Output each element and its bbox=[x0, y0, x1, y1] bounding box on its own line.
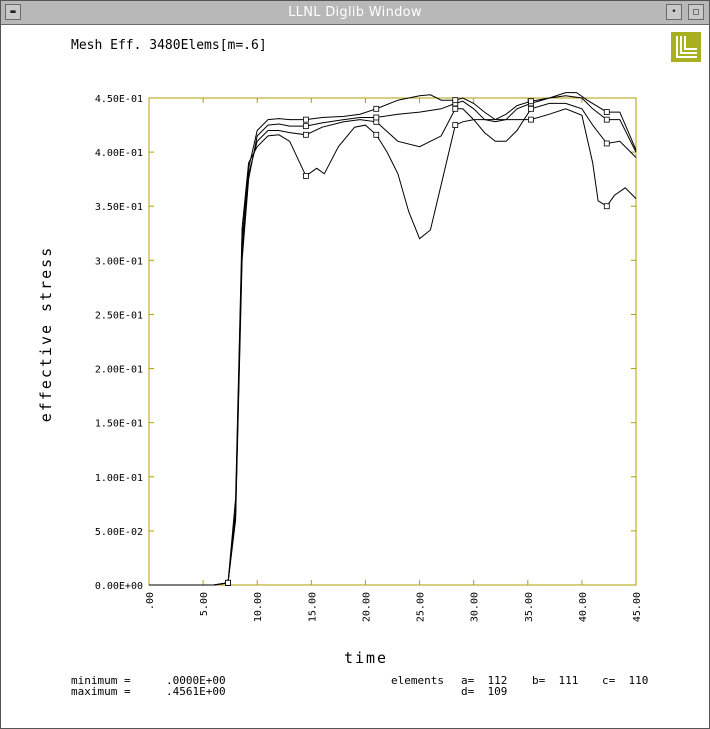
elements-label: elements bbox=[391, 674, 444, 687]
y-axis-label: effective stress bbox=[37, 246, 55, 423]
series-marker-b bbox=[303, 131, 309, 138]
minimum-value: .0000E+00 bbox=[166, 674, 226, 687]
elements-block: elements a= 112 b= 111 c= 110 d= 109 bbox=[391, 674, 648, 698]
y-tick-label: 3.50E-01 bbox=[95, 202, 143, 213]
element-d: d= 109 bbox=[461, 685, 507, 698]
series-marker-a bbox=[528, 116, 534, 123]
series-marker-a bbox=[452, 122, 459, 128]
series-marker-b bbox=[452, 105, 459, 112]
chart-title: Mesh Eff. 3480Elems[m=.6] bbox=[71, 38, 267, 53]
series-line-a bbox=[149, 108, 637, 586]
series-marker-c bbox=[303, 123, 309, 130]
series-line-b bbox=[149, 102, 637, 586]
title-bar[interactable]: ▬ LLNL Diglib Window • □ bbox=[1, 1, 709, 25]
x-tick-label: 20.00 bbox=[361, 592, 372, 622]
x-tick-label: .00 bbox=[145, 592, 156, 610]
series-marker-d bbox=[452, 97, 459, 104]
x-tick-labels: .00 5.00 10.00 15.00 20.00 25.00 30.00 35.00 40.… bbox=[145, 592, 643, 622]
y-tick-label: 4.00E-01 bbox=[95, 148, 143, 159]
series-marker-a bbox=[303, 173, 309, 179]
window-title: LLNL Diglib Window bbox=[288, 5, 422, 20]
series-marker-c bbox=[603, 116, 610, 123]
x-tick-label: 35.00 bbox=[524, 592, 535, 622]
element-c: c= 110 bbox=[602, 674, 648, 687]
series-marker-a bbox=[373, 131, 380, 138]
llnl-logo bbox=[671, 32, 701, 62]
y-tick-label: 4.50E-01 bbox=[95, 94, 143, 105]
series-lines bbox=[149, 92, 637, 586]
series-line-c bbox=[149, 95, 637, 586]
series-line-d bbox=[149, 92, 637, 586]
y-tick-label: 2.50E-01 bbox=[95, 310, 143, 321]
logo-mark-icon bbox=[676, 36, 697, 58]
stats-block: minimum = .0000E+00 maximum = .4561E+00 bbox=[71, 674, 226, 698]
series-marker-d bbox=[373, 105, 380, 112]
series-marker-c bbox=[373, 114, 380, 121]
y-tick-label: 3.00E-01 bbox=[95, 256, 143, 267]
x-tick-label: 40.00 bbox=[578, 592, 589, 622]
series-marker-d bbox=[225, 579, 231, 586]
series-marker-d bbox=[303, 116, 309, 123]
x-tick-label: 25.00 bbox=[416, 592, 427, 622]
maximum-label: maximum = bbox=[71, 685, 131, 698]
x-tick-label: 5.00 bbox=[199, 592, 210, 616]
axis-ticks bbox=[148, 97, 637, 586]
element-a: a= 112 bbox=[461, 674, 507, 687]
series-marker-b bbox=[603, 140, 610, 147]
minimize-button[interactable]: • bbox=[666, 4, 682, 20]
y-tick-label: 0.00E+00 bbox=[95, 581, 143, 592]
minimum-label: minimum = bbox=[71, 674, 131, 687]
element-b: b= 111 bbox=[532, 674, 578, 687]
x-tick-label: 10.00 bbox=[253, 592, 264, 622]
plot-frame bbox=[148, 97, 637, 586]
y-tick-label: 2.00E-01 bbox=[95, 365, 143, 376]
x-tick-label: 30.00 bbox=[470, 592, 481, 622]
maximum-value: .4561E+00 bbox=[166, 685, 226, 698]
x-tick-label: 15.00 bbox=[307, 592, 318, 622]
window-menu-button[interactable]: ▬ bbox=[5, 4, 21, 20]
series-markers bbox=[225, 97, 610, 586]
y-tick-label: 5.00E-02 bbox=[95, 527, 143, 538]
y-tick-label: 1.50E-01 bbox=[95, 419, 143, 430]
x-tick-label: 45.00 bbox=[632, 592, 643, 622]
window-menu-icon: ▬ bbox=[10, 7, 16, 17]
series-marker-b bbox=[528, 105, 534, 112]
x-axis-label: time bbox=[344, 649, 388, 667]
series-marker-d bbox=[528, 98, 534, 105]
series-marker-a bbox=[603, 203, 610, 210]
y-tick-labels: 0.00E+00 5.00E-02 1.00E-01 1.50E-01 2.00E-01… bbox=[95, 94, 143, 592]
maximize-icon: □ bbox=[693, 7, 699, 17]
y-tick-label: 1.00E-01 bbox=[95, 473, 143, 484]
series-marker-d bbox=[603, 109, 610, 115]
maximize-button[interactable]: □ bbox=[688, 4, 704, 20]
minimize-icon: • bbox=[671, 7, 677, 17]
